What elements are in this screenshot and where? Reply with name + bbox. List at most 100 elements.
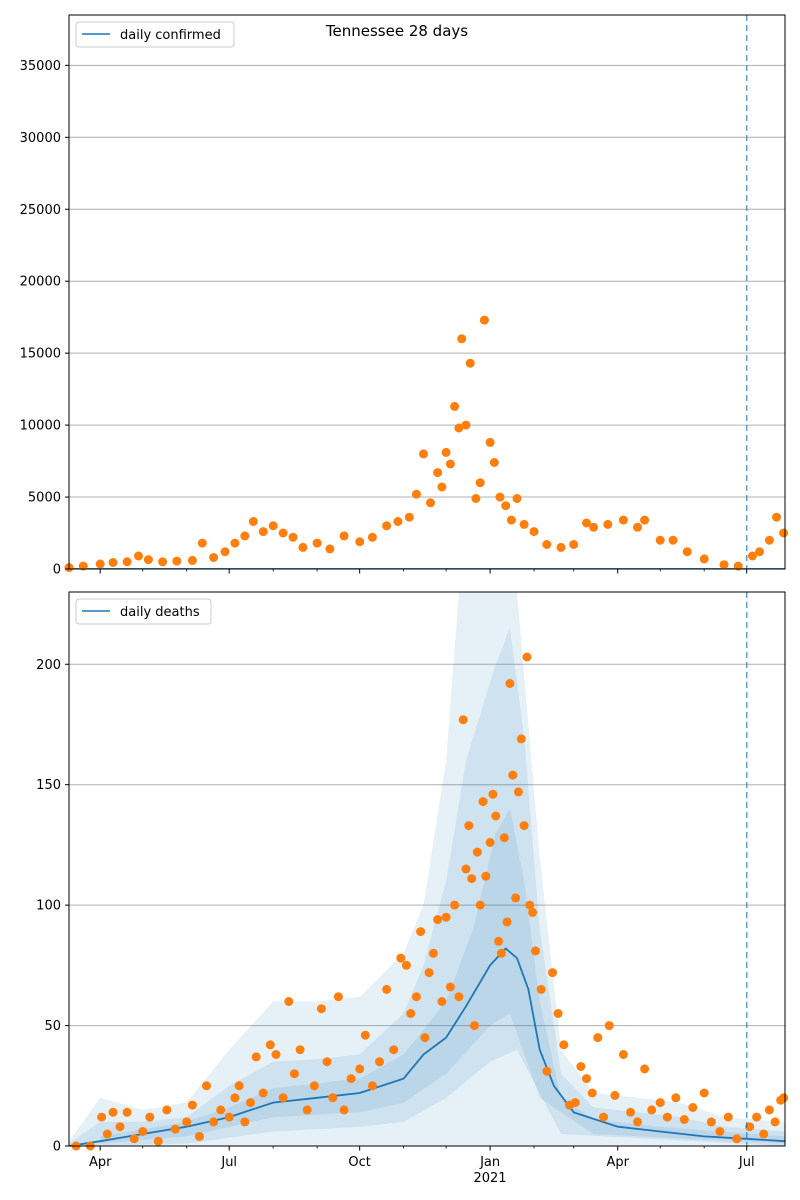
deaths-line bbox=[69, 947, 785, 1146]
data-point bbox=[655, 535, 665, 545]
data-point bbox=[548, 968, 557, 978]
data-point bbox=[187, 1100, 197, 1110]
data-point bbox=[360, 1030, 370, 1040]
data-point bbox=[433, 915, 443, 925]
data-point bbox=[489, 458, 499, 467]
data-point bbox=[655, 1098, 665, 1108]
data-point bbox=[411, 992, 421, 1002]
data-point bbox=[367, 1081, 377, 1091]
data-point bbox=[172, 556, 182, 566]
data-point bbox=[626, 1107, 635, 1117]
data-point bbox=[420, 1033, 430, 1043]
data-point bbox=[542, 540, 552, 549]
data-point bbox=[426, 498, 435, 508]
y-tick-label: 100 bbox=[36, 899, 61, 914]
confirmed-y-ticks: 0 5000 10000 15000 20000 25000 30000 35000 bbox=[20, 59, 69, 578]
data-point bbox=[202, 1081, 211, 1091]
data-point bbox=[393, 517, 403, 526]
deaths-x-ticks: Apr Jul Oct Jan Apr Jul bbox=[89, 1146, 755, 1170]
data-point bbox=[143, 555, 153, 565]
y-tick-label: 0 bbox=[53, 563, 61, 578]
data-point bbox=[194, 1131, 204, 1141]
data-point bbox=[508, 770, 518, 780]
data-point bbox=[528, 907, 538, 917]
data-point bbox=[138, 1127, 148, 1136]
data-point bbox=[733, 561, 743, 571]
data-point bbox=[158, 557, 168, 567]
deaths-y-ticks: 0 50 100 150 200 bbox=[36, 658, 69, 1155]
y-tick-label: 10000 bbox=[20, 419, 61, 434]
data-point bbox=[454, 423, 464, 433]
data-point bbox=[367, 532, 377, 542]
data-point bbox=[499, 833, 509, 843]
y-tick-label: 20000 bbox=[20, 275, 61, 290]
data-point bbox=[723, 1112, 733, 1122]
data-point bbox=[153, 1136, 163, 1146]
data-point bbox=[312, 538, 322, 548]
data-point bbox=[197, 538, 207, 548]
data-point bbox=[488, 789, 498, 799]
data-point bbox=[582, 1074, 591, 1084]
data-point bbox=[506, 515, 516, 525]
y-tick-label: 5000 bbox=[28, 491, 61, 506]
data-point bbox=[759, 1129, 769, 1139]
data-point bbox=[531, 946, 540, 956]
data-point bbox=[755, 547, 764, 557]
data-point bbox=[640, 1064, 650, 1074]
data-point bbox=[258, 527, 268, 537]
data-point bbox=[559, 1040, 569, 1050]
data-point bbox=[475, 478, 485, 488]
data-point bbox=[122, 557, 132, 567]
data-point bbox=[556, 542, 566, 552]
data-point bbox=[536, 984, 546, 994]
data-point bbox=[355, 537, 365, 547]
x-tick-label: Jan bbox=[479, 1155, 500, 1170]
y-tick-label: 200 bbox=[36, 658, 61, 673]
data-point bbox=[479, 315, 489, 325]
data-point bbox=[424, 968, 434, 978]
data-point bbox=[604, 1021, 614, 1031]
x-tick-label: Jul bbox=[738, 1155, 755, 1170]
data-point bbox=[95, 559, 105, 569]
data-point bbox=[97, 1112, 107, 1122]
data-point bbox=[230, 538, 240, 548]
data-point bbox=[248, 517, 258, 526]
x-year-label: 2021 bbox=[473, 1171, 506, 1186]
x-tick-label: Oct bbox=[348, 1155, 370, 1170]
y-tick-label: 25000 bbox=[20, 203, 61, 218]
data-point bbox=[461, 420, 471, 430]
data-point bbox=[589, 522, 599, 532]
data-point bbox=[162, 1105, 172, 1115]
data-point bbox=[145, 1112, 155, 1122]
data-point bbox=[569, 540, 579, 549]
data-point bbox=[433, 468, 443, 478]
data-point bbox=[770, 1117, 780, 1127]
data-point bbox=[134, 551, 143, 561]
data-point bbox=[170, 1124, 180, 1134]
deaths-points bbox=[71, 652, 789, 1151]
data-point bbox=[516, 734, 526, 744]
data-point bbox=[209, 553, 219, 562]
data-point bbox=[715, 1127, 725, 1136]
data-point bbox=[470, 1021, 479, 1031]
data-point bbox=[719, 560, 729, 570]
confirmed-x-ticks bbox=[99, 569, 748, 574]
data-point bbox=[445, 459, 455, 469]
data-point bbox=[115, 1122, 125, 1132]
data-point bbox=[441, 912, 451, 922]
data-point bbox=[450, 900, 460, 910]
data-point bbox=[706, 1117, 716, 1127]
data-point bbox=[481, 871, 491, 881]
data-point bbox=[732, 1134, 742, 1144]
data-point bbox=[328, 1093, 338, 1103]
data-point bbox=[647, 1105, 657, 1115]
data-point bbox=[122, 1107, 132, 1117]
data-point bbox=[764, 1105, 774, 1115]
data-point bbox=[450, 401, 460, 411]
data-point bbox=[302, 1105, 312, 1115]
data-point bbox=[406, 1009, 416, 1018]
data-point bbox=[278, 1093, 288, 1103]
data-point bbox=[491, 811, 501, 821]
deaths-bands bbox=[69, 592, 785, 1146]
data-point bbox=[688, 1103, 698, 1112]
